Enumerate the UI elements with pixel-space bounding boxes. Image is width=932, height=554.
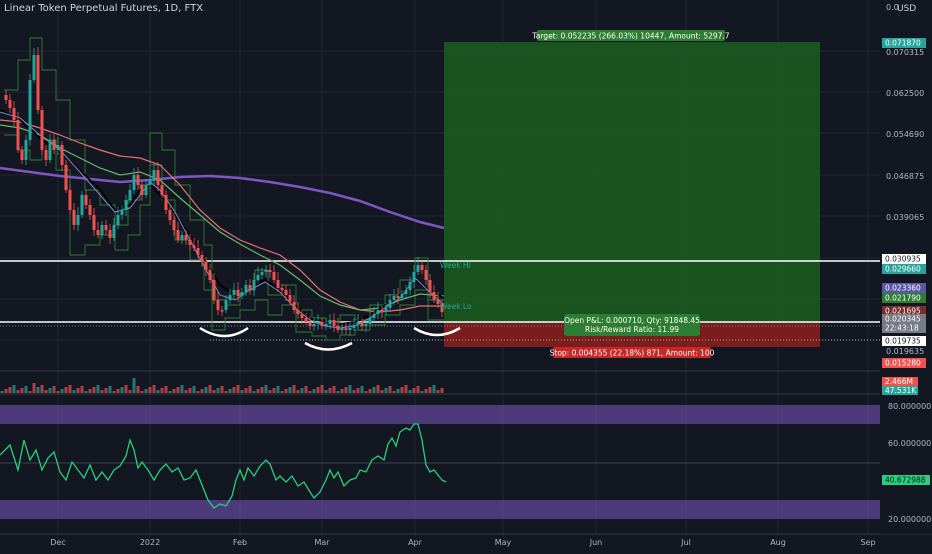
price-axis-label: 0.0 bbox=[886, 3, 899, 12]
price-tag: 0.021790 bbox=[882, 293, 926, 303]
svg-text:0.029660: 0.029660 bbox=[885, 265, 921, 274]
currency-label[interactable]: USD bbox=[897, 4, 917, 14]
price-axis-label: 0.039065 bbox=[886, 213, 924, 222]
time-axis-label: Jun bbox=[589, 538, 603, 547]
time-axis-label: Dec bbox=[50, 538, 65, 547]
svg-text:Open P&L: 0.000710, Qty: 91848: Open P&L: 0.000710, Qty: 91848.45 bbox=[564, 316, 700, 325]
time-axis-label: May bbox=[495, 538, 512, 547]
moving-average-purple bbox=[0, 166, 445, 230]
svg-text:0.020345: 0.020345 bbox=[885, 315, 921, 324]
price-tag: 0.023360 bbox=[882, 283, 926, 293]
svg-text:0.019735: 0.019735 bbox=[885, 337, 921, 346]
open-pnl-label[interactable]: Open P&L: 0.000710, Qty: 91848.45 Risk/R… bbox=[564, 314, 700, 336]
volume-tag: 47.531K bbox=[882, 386, 918, 395]
candlestick-series bbox=[4, 47, 444, 336]
pattern-arc-left[interactable] bbox=[199, 326, 249, 338]
moving-average-red bbox=[0, 119, 444, 313]
moving-average-green bbox=[0, 124, 445, 311]
price-axis-label: 0.062500 bbox=[886, 89, 924, 98]
price-tag: 0.030935 bbox=[882, 254, 926, 264]
rsi-overbought-band bbox=[0, 405, 880, 424]
moving-average-black bbox=[0, 109, 445, 325]
svg-text:Target: 0.052235 (266.03%) 104: Target: 0.052235 (266.03%) 10447, Amount… bbox=[531, 32, 729, 41]
price-axis-label: 0.019635 bbox=[886, 347, 924, 356]
price-axis-label: 0.070315 bbox=[886, 48, 924, 57]
stop-label[interactable]: Stop: 0.004355 (22.18%) 871, Amount: 100 bbox=[550, 347, 715, 358]
time-axis-label: Jul bbox=[680, 538, 691, 547]
rsi-oversold-band bbox=[0, 500, 880, 519]
rsi-value-tag: 40.672988 bbox=[882, 475, 930, 485]
price-axis-labels: 0.070315 0.062500 0.054690 0.046875 0.039065… bbox=[886, 3, 924, 356]
price-tag: 0.019735 bbox=[882, 336, 926, 346]
rsi-axis-label: 60.000000 bbox=[888, 439, 931, 448]
target-label[interactable]: Target: 0.052235 (266.03%) 10447, Amount… bbox=[531, 30, 730, 41]
time-axis-label: Sep bbox=[860, 538, 875, 547]
time-axis-label: 2022 bbox=[140, 538, 160, 547]
price-axis-label: 0.046875 bbox=[886, 172, 924, 181]
rsi-axis-labels: 80.000000 60.000000 20.000000 40.672988 bbox=[882, 402, 931, 524]
svg-text:0.021790: 0.021790 bbox=[885, 294, 921, 303]
pattern-arc-right[interactable] bbox=[413, 326, 461, 337]
svg-text:0.071870: 0.071870 bbox=[885, 39, 921, 48]
time-axis-label: Feb bbox=[233, 538, 247, 547]
svg-text:Risk/Reward Ratio: 11.99: Risk/Reward Ratio: 11.99 bbox=[585, 325, 679, 334]
long-position-profit-zone[interactable] bbox=[444, 42, 820, 323]
svg-text:0.021695: 0.021695 bbox=[885, 307, 921, 316]
rsi-line bbox=[0, 423, 447, 509]
svg-text:0.030935: 0.030935 bbox=[885, 255, 921, 264]
time-axis[interactable]: Dec 2022 Feb Mar Apr May Jun Jul Aug Sep bbox=[50, 538, 875, 547]
price-tag: 0.020345 bbox=[882, 314, 926, 324]
svg-text:2.466M: 2.466M bbox=[885, 377, 913, 386]
rsi-axis-label: 80.000000 bbox=[888, 402, 931, 411]
week-high-label: Week Hi bbox=[440, 261, 471, 270]
svg-text:22:43:18: 22:43:18 bbox=[885, 324, 919, 333]
volume-bars bbox=[0, 378, 444, 393]
svg-text:40.672988: 40.672988 bbox=[885, 476, 926, 485]
symbol-title[interactable]: Linear Token Perpetual Futures, 1D, FTX bbox=[4, 3, 204, 14]
svg-text:0.023360: 0.023360 bbox=[885, 284, 921, 293]
time-axis-label: Aug bbox=[770, 538, 786, 547]
svg-text:47.531K: 47.531K bbox=[885, 386, 917, 395]
price-tag: 0.021695 bbox=[882, 306, 926, 316]
svg-text:Stop: 0.004355 (22.18%) 871, A: Stop: 0.004355 (22.18%) 871, Amount: 100 bbox=[550, 349, 715, 358]
rsi-axis-label: 20.000000 bbox=[888, 515, 931, 524]
price-axis-label: 0.054690 bbox=[886, 130, 924, 139]
price-tag: 22:43:18 bbox=[882, 323, 926, 333]
time-axis-label: Apr bbox=[408, 538, 423, 547]
time-axis-label: Mar bbox=[314, 538, 330, 547]
pattern-arc-middle[interactable] bbox=[304, 341, 353, 351]
price-tag: 0.071870 bbox=[882, 38, 926, 48]
svg-text:0.015280: 0.015280 bbox=[885, 359, 921, 368]
week-low-label: Week Lo bbox=[440, 302, 472, 311]
volume-tag: 2.466M bbox=[882, 377, 918, 386]
price-tag: 0.029660 bbox=[882, 264, 926, 274]
price-tag: 0.015280 bbox=[882, 358, 926, 368]
